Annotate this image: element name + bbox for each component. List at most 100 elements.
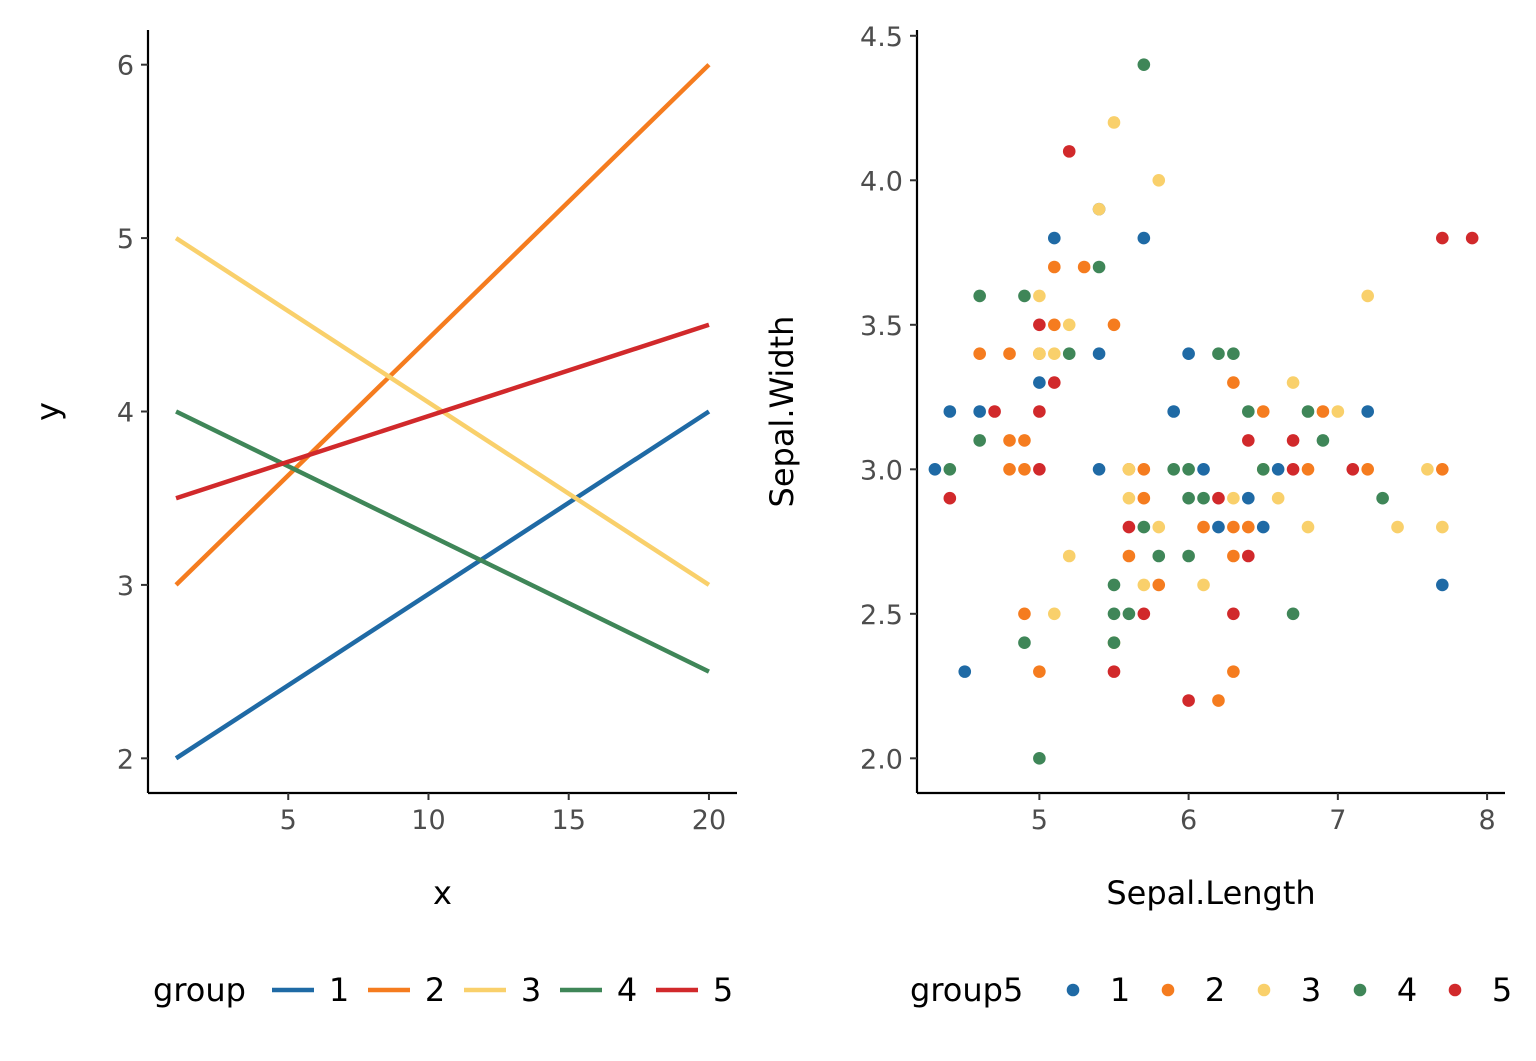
scatter-point-group-3 (1227, 491, 1240, 505)
scatter-point-group-5 (1182, 694, 1195, 707)
scatter-point-group-4 (1182, 463, 1195, 476)
scatter-point-group-4 (1137, 58, 1151, 71)
scatter-chart-panel: 5 6 7 8 2.0 2.5 3.0 3.5 4.0 4.5 Sepal.Length Sepal.… (763, 22, 1512, 1009)
scatter-point-group-2 (1107, 318, 1121, 332)
scatter-point-group-2 (973, 347, 986, 360)
scatter-point-group-1 (1436, 578, 1449, 592)
scatter-point-group-5 (1212, 491, 1225, 505)
scatter-point-group-4 (1092, 260, 1106, 274)
scatter-point-group-1 (1242, 491, 1255, 505)
scatter-point-group-4 (973, 434, 986, 447)
x-tick-label: 20 (692, 805, 726, 836)
scatter-point-group-1 (1033, 376, 1046, 389)
series-line-5 (175, 322, 710, 501)
scatter-point-group-3 (1152, 173, 1166, 187)
legend-label: 2 (425, 971, 445, 1009)
scatter-point-group-4 (973, 289, 986, 303)
scatter-point-group-4 (1167, 463, 1180, 476)
scatter-point-group-3 (1047, 607, 1061, 621)
series-line-1 (174, 409, 711, 761)
y-tick-label: 6 (117, 51, 134, 82)
scatter-point-group-2 (1436, 463, 1449, 476)
scatter-point-group-3 (1436, 520, 1449, 534)
scatter-point-group-5 (1047, 376, 1061, 389)
scatter-point-group-3 (1047, 347, 1061, 360)
x-axis-title: x (433, 874, 452, 912)
scatter-point-group-2 (1047, 260, 1061, 274)
x-tick-label: 10 (411, 805, 445, 836)
scatter-point-group-2 (1152, 578, 1166, 592)
scatter-point-group-1 (1256, 520, 1270, 534)
scatter-point-group-4 (1286, 607, 1300, 621)
scatter-point-group-1 (1092, 463, 1106, 476)
scatter-point-group-2 (1018, 463, 1031, 476)
scatter-point-group-3 (1391, 520, 1404, 534)
legend-label: 5 (1492, 971, 1512, 1009)
scatter-point-group-2 (1122, 549, 1136, 563)
y-tick-label: 3.0 (860, 455, 903, 486)
scatter-point-group-2 (1033, 665, 1046, 678)
scatter-point-group-4 (1033, 752, 1046, 765)
scatter-point-group-2 (1137, 463, 1151, 476)
scatter-point-group-2 (1227, 520, 1240, 534)
legend-title: group5 (910, 971, 1023, 1009)
scatter-point-group-4 (1107, 607, 1121, 621)
x-tick-label: 7 (1329, 805, 1346, 836)
scatter-point-group-3 (1361, 289, 1375, 303)
scatter-point-group-2 (1227, 665, 1240, 678)
scatter-point-group-5 (1286, 463, 1300, 476)
scatter-point-group-4 (1152, 549, 1166, 563)
scatter-point-group-3 (1062, 318, 1076, 332)
x-tick-label: 5 (280, 805, 297, 836)
scatter-point-group-4 (1107, 636, 1121, 650)
scatter-point-group-2 (1361, 463, 1375, 476)
legend: group 1 2 3 4 5 (153, 971, 733, 1009)
scatter-point-group-3 (1152, 520, 1166, 534)
y-tick-label: 2.5 (860, 600, 903, 631)
scatter-point-group-4 (1197, 491, 1210, 505)
scatter-point-group-1 (1212, 520, 1225, 534)
scatter-point-group-1 (1167, 405, 1180, 418)
scatter-point-group-4 (1376, 491, 1389, 505)
line-chart-panel: 5 10 15 20 2 3 4 5 6 x y group 1 2 3 4 5 (29, 30, 737, 1009)
x-tick-label: 15 (552, 805, 586, 836)
scatter-point-group-4 (1137, 520, 1151, 534)
legend-key-dot (1161, 983, 1175, 997)
scatter-point-group-3 (1122, 463, 1136, 476)
y-tick-label: 4 (117, 398, 134, 429)
scatter-point-group-4 (1256, 463, 1270, 476)
scatter-point-group-5 (1033, 405, 1046, 418)
scatter-point-group-5 (943, 491, 957, 505)
scatter-point-group-4 (1018, 289, 1031, 303)
scatter-point-group-4 (1107, 578, 1121, 592)
scatter-point-group-2 (1227, 376, 1240, 389)
scatter-point-group-1 (973, 405, 986, 418)
scatter-point-group-5 (1033, 463, 1046, 476)
y-tick-label: 3.5 (860, 311, 903, 342)
scatter-point-group-3 (1062, 549, 1076, 563)
scatter-point-group-2 (1316, 405, 1330, 418)
scatter-point-group-4 (1212, 347, 1225, 360)
y-tick-label: 4.0 (860, 166, 903, 197)
scatter-point-group-2 (1212, 694, 1225, 707)
scatter-point-group-4 (1316, 434, 1330, 447)
scatter-point-group-3 (1122, 491, 1136, 505)
y-tick-label: 2 (117, 744, 134, 775)
scatter-point-group-3 (1197, 578, 1210, 592)
scatter-point-group-1 (1361, 405, 1375, 418)
x-axis-title: Sepal.Length (1106, 874, 1315, 912)
scatter-point-group-4 (1122, 607, 1136, 621)
legend-label: 4 (1397, 971, 1417, 1009)
scatter-point-group-2 (1018, 434, 1031, 447)
scatter-point-group-2 (1137, 491, 1151, 505)
scatter-point-group-3 (1331, 405, 1345, 418)
scatter-point-group-3 (1033, 289, 1046, 303)
scatter-point-group-5 (1033, 318, 1046, 332)
scatter-point-group-3 (1033, 347, 1046, 360)
scatter-point-group-3 (1271, 491, 1285, 505)
legend-key-dot (1448, 983, 1462, 997)
scatter-point-group-4 (1242, 405, 1255, 418)
legend-title: group (153, 971, 246, 1009)
legend-label: 5 (713, 971, 733, 1009)
